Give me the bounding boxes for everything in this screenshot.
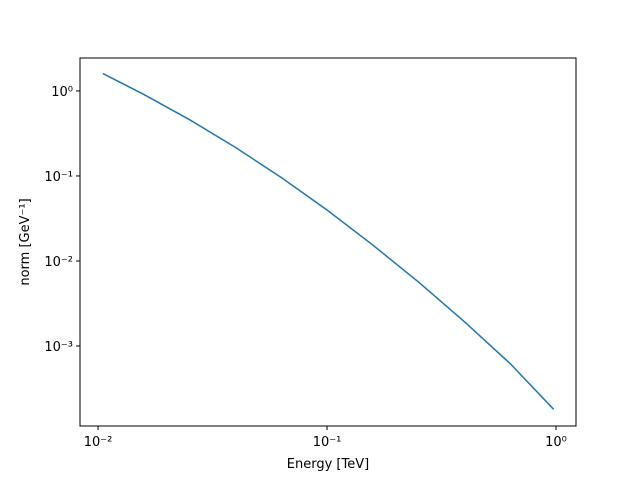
y-tick-label: 10⁻¹ (44, 170, 73, 185)
y-tick-label: 10⁻³ (44, 340, 73, 355)
x-tick-label: 10⁰ (545, 435, 567, 450)
x-axis-label: Energy [TeV] (287, 457, 369, 472)
y-axis-label: norm [GeV⁻¹] (18, 198, 33, 285)
x-tick-label: 10⁻¹ (313, 435, 342, 450)
y-tick-label: 10⁰ (51, 85, 73, 100)
line-series (102, 72, 555, 410)
x-tick-label: 10⁻² (84, 435, 113, 450)
plot-frame (79, 57, 577, 427)
y-tick-label: 10⁻² (44, 255, 73, 270)
